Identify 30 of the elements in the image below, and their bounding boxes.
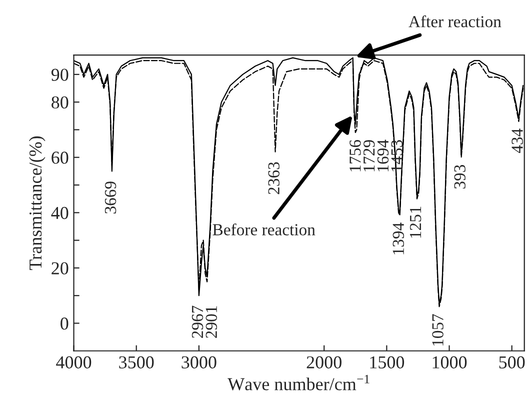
annotation: 1394 — [392, 222, 404, 254]
x-tick-label: 1500 — [370, 356, 404, 368]
y-axis-title: Transmittance/(%) — [28, 136, 46, 270]
annotation: 393 — [454, 164, 466, 189]
x-tick-label: 3000 — [182, 356, 216, 368]
x-tick-label: 500 — [499, 356, 525, 368]
x-axis-title: Wave number/cm$^{−1}$ — [228, 374, 370, 390]
y-tick-label: 0 — [60, 317, 68, 330]
annotation: 1057 — [432, 314, 444, 346]
annotation: Before reaction — [212, 223, 316, 236]
y-tick-label: 60 — [52, 152, 68, 164]
annotation: 2901 — [206, 306, 218, 338]
annotation: 2363 — [268, 162, 280, 194]
annotation: 1756 — [350, 140, 361, 172]
y-tick-label: 20 — [52, 262, 68, 274]
x-tick-label: 3500 — [119, 356, 154, 368]
annotation: 1453 — [391, 140, 402, 172]
y-tick-label: 90 — [51, 68, 68, 81]
annotation: After reaction — [408, 15, 502, 28]
annotation: 1729 — [364, 140, 375, 172]
annotation: 3669 — [104, 182, 116, 214]
y-tick-label: 40 — [51, 206, 68, 220]
annotation: 1694 — [377, 140, 389, 172]
annotation: 2967 — [192, 306, 204, 338]
annotation: 1251 — [410, 206, 422, 238]
annotation: 434 — [512, 128, 523, 154]
y-tick-label: 80 — [52, 96, 68, 109]
x-tick-label: 4000 — [56, 356, 92, 368]
x-tick-label: 1000 — [432, 356, 467, 368]
x-tick-label: 2000 — [306, 356, 342, 368]
